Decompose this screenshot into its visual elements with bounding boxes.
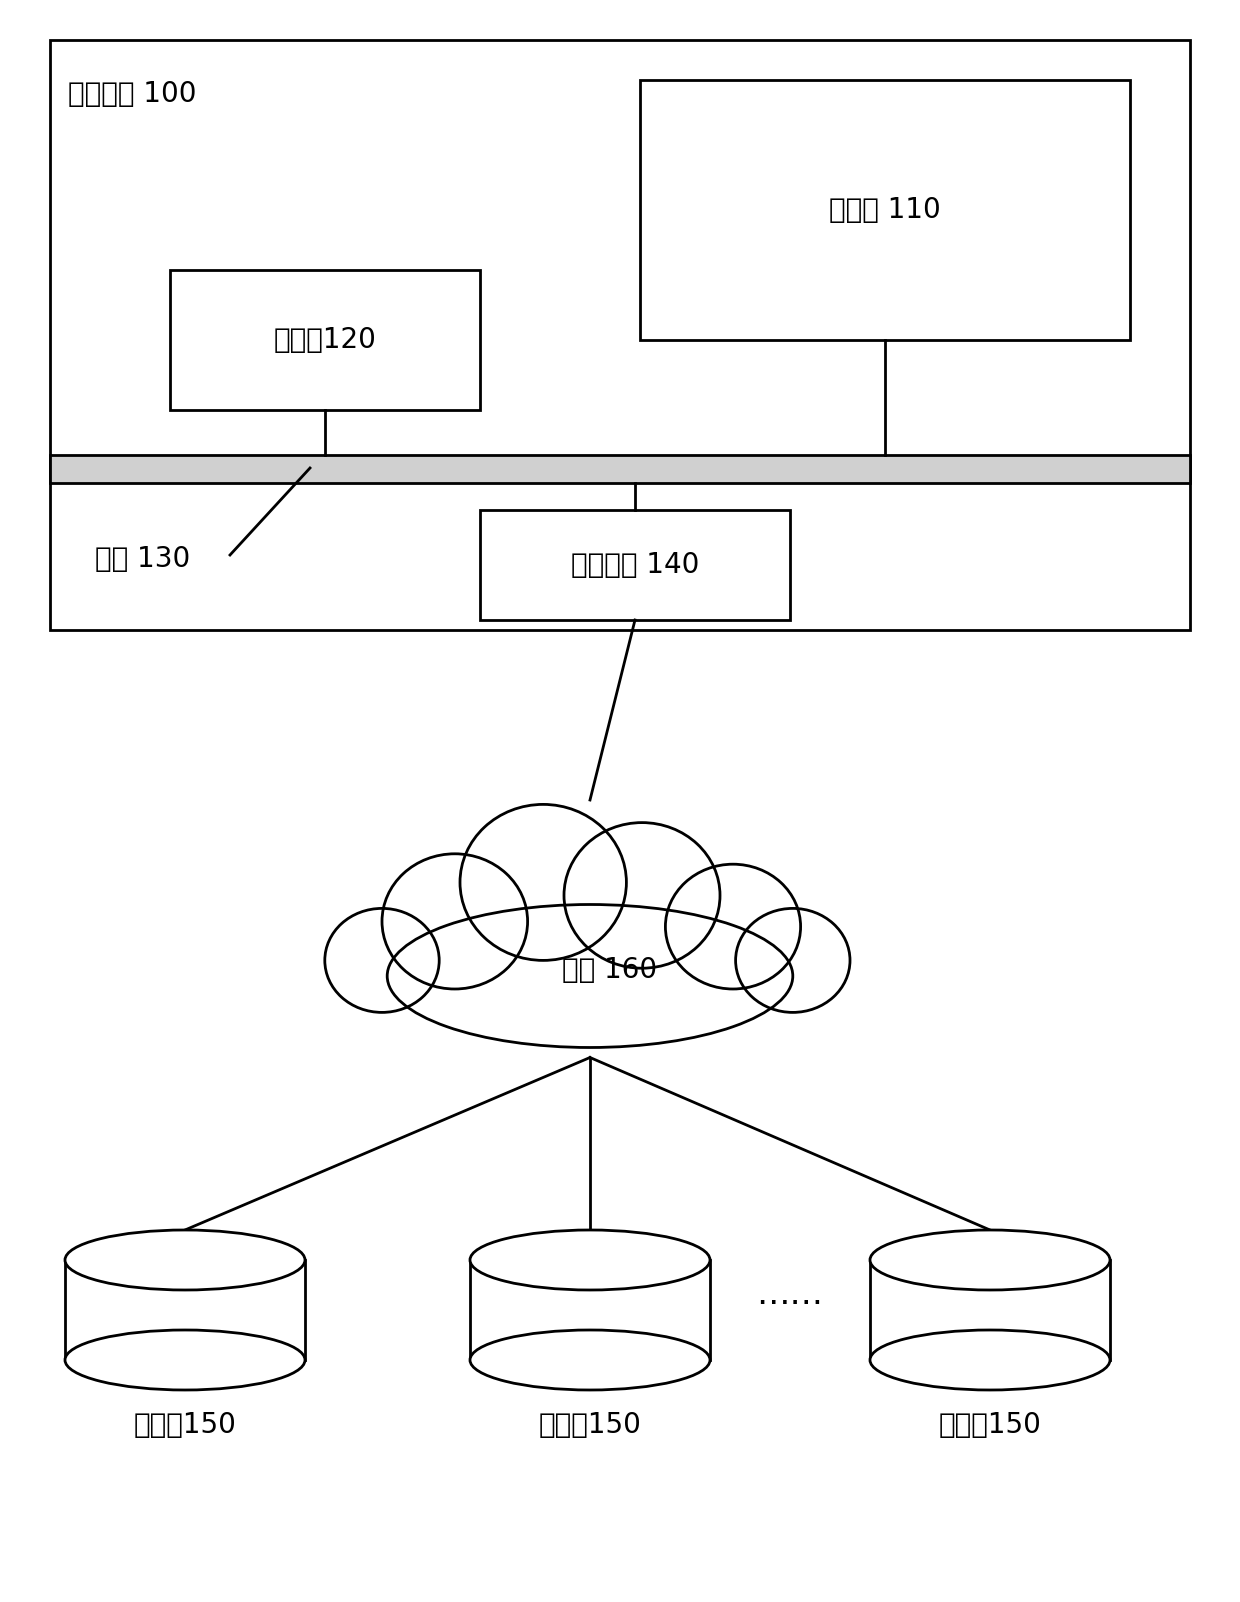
- Ellipse shape: [387, 905, 792, 1048]
- Bar: [64, 1261, 305, 1360]
- Ellipse shape: [666, 863, 801, 988]
- Ellipse shape: [470, 1330, 711, 1391]
- Bar: [50, 455, 1190, 482]
- Ellipse shape: [735, 908, 849, 1012]
- Text: 网络 160: 网络 160: [563, 956, 657, 984]
- Ellipse shape: [382, 854, 527, 988]
- Ellipse shape: [870, 1230, 1110, 1290]
- Bar: [470, 1261, 711, 1360]
- Ellipse shape: [325, 908, 439, 1012]
- Ellipse shape: [564, 822, 720, 968]
- Text: 电子设备 100: 电子设备 100: [68, 80, 196, 107]
- Text: ……: ……: [756, 1278, 823, 1312]
- Text: 数据库150: 数据库150: [134, 1411, 237, 1439]
- Bar: [480, 509, 790, 620]
- Ellipse shape: [64, 1330, 305, 1391]
- Bar: [640, 80, 1130, 340]
- Ellipse shape: [64, 1230, 305, 1290]
- Bar: [870, 1261, 1110, 1360]
- Text: 总线 130: 总线 130: [95, 545, 190, 574]
- Text: 处理器120: 处理器120: [274, 325, 377, 354]
- Ellipse shape: [470, 1230, 711, 1290]
- Text: 数据库150: 数据库150: [538, 1411, 641, 1439]
- Bar: [170, 271, 480, 410]
- Bar: [50, 40, 1190, 630]
- Text: 接入设备 140: 接入设备 140: [570, 551, 699, 578]
- Ellipse shape: [460, 804, 626, 961]
- Text: 存储器 110: 存储器 110: [830, 195, 941, 224]
- Ellipse shape: [870, 1330, 1110, 1391]
- Text: 数据库150: 数据库150: [939, 1411, 1042, 1439]
